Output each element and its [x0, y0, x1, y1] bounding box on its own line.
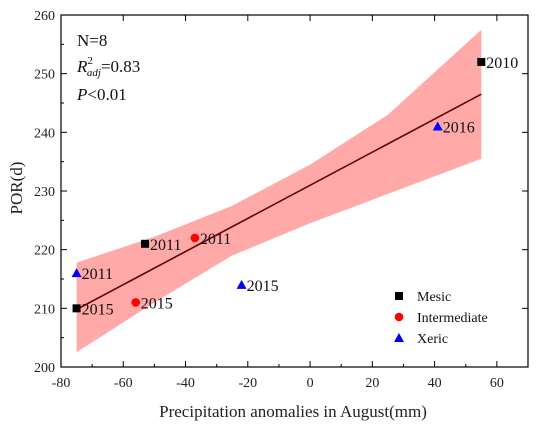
- y-tick-label: 210: [34, 302, 55, 317]
- confidence-band-layer: [76, 29, 482, 353]
- y-tick-label: 250: [34, 68, 55, 83]
- data-point: [131, 298, 141, 307]
- stats-r2-sup: 2: [87, 55, 93, 67]
- legend-label: Intermediate: [417, 311, 488, 326]
- stats-p-symbol: P: [76, 85, 87, 104]
- fit-line-layer: [76, 93, 482, 311]
- data-point: [190, 233, 200, 243]
- point-label: 2011: [200, 231, 231, 248]
- x-tick-label: -80: [52, 376, 71, 391]
- y-tick-label: 200: [34, 361, 55, 376]
- stats-p: P<0.01: [76, 85, 127, 104]
- x-tick-label: -40: [176, 376, 195, 391]
- x-tick-label: 40: [428, 376, 442, 391]
- point-label: 2015: [141, 295, 173, 312]
- legend: Mesic Intermediate Xeric: [394, 290, 488, 347]
- y-tick-label: 230: [34, 185, 55, 200]
- x-tick-label: 60: [490, 376, 504, 391]
- y-axis-title: POR(d): [7, 162, 26, 215]
- point-label: 2011: [150, 237, 181, 254]
- y-tick-label: 260: [34, 9, 55, 24]
- data-point: [236, 279, 247, 289]
- point-label: 2015: [247, 278, 279, 295]
- x-tick-label: 20: [365, 376, 379, 391]
- points-layer: 2010 2011 2015 2011 2015 2011 2015 2016: [71, 55, 518, 318]
- point-label: 2011: [82, 266, 113, 283]
- x-tick-label: 0: [307, 376, 314, 391]
- y-tick-label: 220: [34, 244, 55, 259]
- legend-marker: [395, 292, 403, 300]
- fit-line: [76, 93, 482, 311]
- stats-r2: R2 adj=0.83: [76, 55, 140, 79]
- data-point: [71, 268, 82, 278]
- point-label: 2016: [443, 119, 475, 136]
- stats-n: N=8: [77, 31, 107, 50]
- x-tick-label: -20: [238, 376, 257, 391]
- stats-r2-base: R: [76, 57, 88, 76]
- data-point: [141, 239, 150, 248]
- x-tick-label: -60: [114, 376, 133, 391]
- stats-p-value: <0.01: [87, 85, 126, 104]
- axes-layer: -80 -60 -40 -20 0 20 40 60 200 210 220 230 240 250 260: [34, 9, 529, 391]
- legend-label: Mesic: [417, 290, 451, 305]
- stats-r2-value: =0.83: [101, 57, 140, 76]
- stats-r2-sub: adj: [87, 67, 101, 79]
- confidence-band: [76, 29, 482, 353]
- x-axis-title: Precipitation anomalies in August(mm): [159, 402, 427, 421]
- legend-marker: [394, 312, 404, 322]
- data-point: [72, 304, 81, 313]
- point-label: 2010: [486, 55, 518, 72]
- y-tick-label: 240: [34, 126, 55, 141]
- point-label: 2015: [82, 301, 114, 318]
- data-point: [477, 57, 486, 66]
- data-point: [432, 121, 443, 131]
- legend-label: Xeric: [417, 332, 448, 347]
- legend-marker: [394, 333, 404, 342]
